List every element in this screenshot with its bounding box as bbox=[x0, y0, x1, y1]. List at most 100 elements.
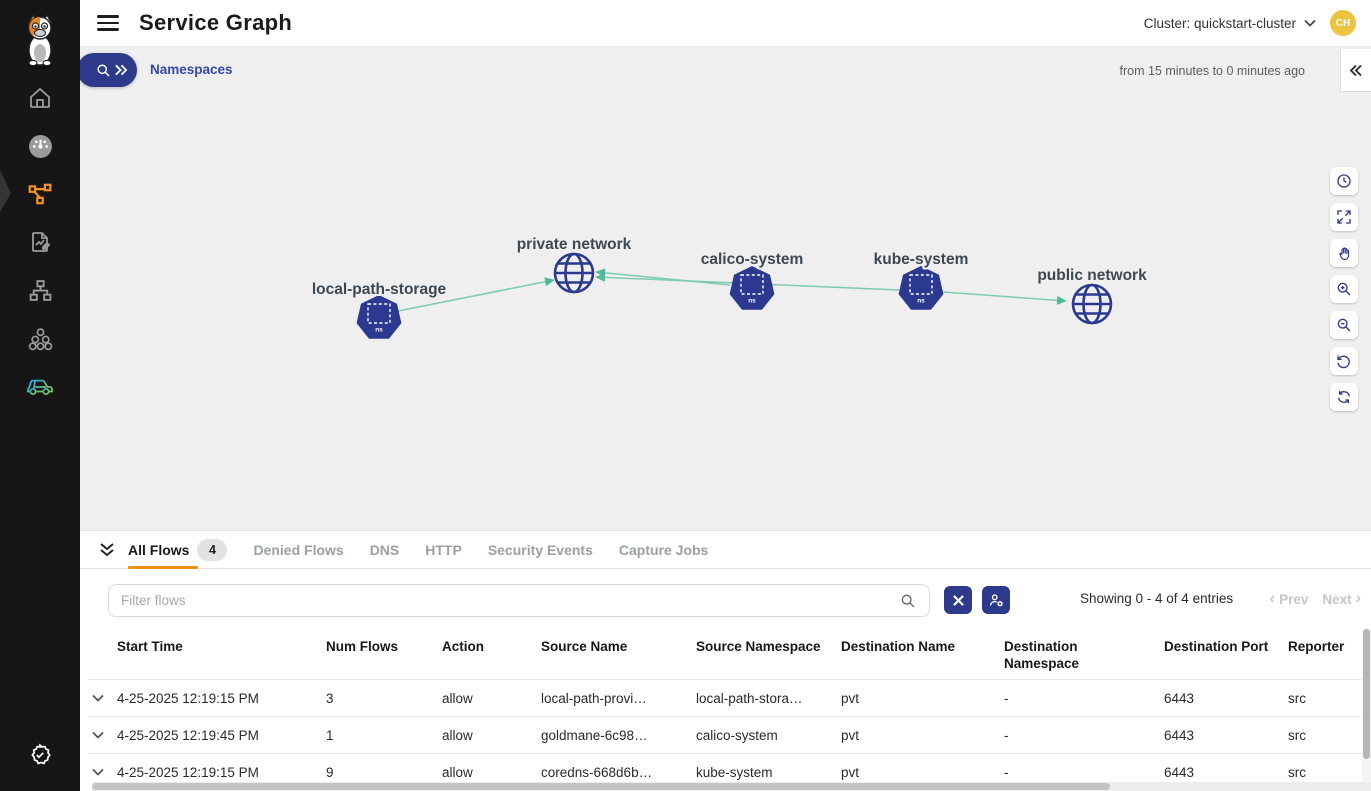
hamburger-menu-icon[interactable] bbox=[97, 15, 119, 31]
tab-capture-jobs[interactable]: Capture Jobs bbox=[611, 531, 726, 569]
cell-destination-name: pvt bbox=[841, 727, 860, 743]
col-action[interactable]: Action bbox=[442, 639, 484, 654]
graph-toolbar-bar: Namespaces from 15 minutes to 0 minutes … bbox=[77, 47, 1371, 93]
tab-http[interactable]: HTTP bbox=[417, 531, 480, 569]
node-label-private-network: private network bbox=[517, 236, 632, 253]
node-private-network[interactable] bbox=[553, 252, 595, 294]
edge-calicosystem-privatenetwork bbox=[595, 268, 731, 286]
edge-localpathstorage-privatenetwork bbox=[397, 277, 555, 312]
table-row[interactable]: 4-25-2025 12:19:15 PM 3 allow local-path… bbox=[88, 679, 1371, 716]
row-expand-button[interactable] bbox=[88, 731, 117, 739]
zoom-in-icon bbox=[1337, 282, 1351, 296]
col-destination-namespace[interactable]: Destination Namespace bbox=[1004, 639, 1080, 671]
flows-table: Start Time Num Flows Action Source Name … bbox=[80, 629, 1371, 790]
sidebar-item-home[interactable] bbox=[18, 86, 62, 110]
col-num-flows[interactable]: Num Flows bbox=[326, 639, 399, 654]
pagination: ‹ Prev Next › bbox=[1270, 591, 1361, 607]
cluster-selector-label: Cluster: quickstart-cluster bbox=[1143, 15, 1296, 31]
time-settings-button[interactable] bbox=[1330, 167, 1358, 195]
tab-label: All Flows bbox=[128, 541, 190, 558]
svg-text:ns: ns bbox=[917, 298, 925, 305]
tab-all-flows[interactable]: All Flows 4 bbox=[120, 531, 245, 569]
clear-filter-button[interactable] bbox=[944, 586, 972, 614]
cell-source-name: goldmane-6c98… bbox=[541, 727, 648, 743]
node-calico-system[interactable]: ns bbox=[729, 266, 775, 310]
top-header: Service Graph Cluster: quickstart-cluste… bbox=[80, 0, 1371, 47]
pan-button[interactable] bbox=[1330, 239, 1358, 267]
node-local-path-storage[interactable]: ns bbox=[356, 295, 402, 339]
sidebar-item-network[interactable] bbox=[18, 278, 62, 302]
tab-dns[interactable]: DNS bbox=[362, 531, 418, 569]
calico-cat-logo bbox=[19, 10, 61, 72]
graph-search-button[interactable] bbox=[77, 53, 137, 87]
col-start-time[interactable]: Start Time bbox=[117, 639, 183, 654]
cell-start-time: 4-25-2025 12:19:15 PM bbox=[117, 764, 259, 780]
cluster-selector[interactable]: Cluster: quickstart-cluster bbox=[1144, 16, 1316, 31]
sidebar-item-policies[interactable] bbox=[18, 230, 62, 254]
next-page-button[interactable]: Next › bbox=[1322, 590, 1361, 607]
tab-denied-flows[interactable]: Denied Flows bbox=[245, 531, 361, 569]
col-source-name[interactable]: Source Name bbox=[541, 639, 628, 654]
cell-destination-namespace: - bbox=[1004, 727, 1009, 743]
chevron-down-icon bbox=[91, 694, 104, 702]
cell-start-time: 4-25-2025 12:19:15 PM bbox=[117, 690, 259, 706]
horizontal-scrollbar-thumb[interactable] bbox=[92, 783, 1110, 790]
fit-screen-button[interactable] bbox=[1330, 203, 1358, 231]
tab-label: HTTP bbox=[425, 541, 462, 558]
cell-start-time: 4-25-2025 12:19:45 PM bbox=[117, 727, 259, 743]
cell-source-name: coredns-668d6b… bbox=[541, 764, 653, 780]
vertical-scrollbar[interactable] bbox=[1362, 629, 1371, 791]
home-icon bbox=[30, 87, 50, 108]
table-row[interactable]: 4-25-2025 12:19:15 PM 9 allow coredns-66… bbox=[88, 753, 1371, 790]
refresh-button[interactable] bbox=[1330, 383, 1358, 411]
node-label-calico-system: calico-system bbox=[701, 251, 804, 268]
col-destination-name[interactable]: Destination Name bbox=[841, 639, 956, 654]
table-row[interactable]: 4-25-2025 12:19:45 PM 1 allow goldmane-6… bbox=[88, 716, 1371, 753]
row-expand-button[interactable] bbox=[88, 694, 117, 702]
chevron-down-icon bbox=[91, 731, 104, 739]
cell-action: allow bbox=[442, 727, 473, 743]
horizontal-scrollbar[interactable] bbox=[92, 782, 1371, 791]
sidebar-item-service-graph[interactable] bbox=[18, 182, 62, 206]
clusters-icon bbox=[28, 327, 52, 350]
breadcrumb-namespaces[interactable]: Namespaces bbox=[150, 62, 233, 77]
svg-text:ns: ns bbox=[375, 327, 383, 334]
col-source-namespace[interactable]: Source Namespace bbox=[696, 639, 821, 654]
cell-num-flows: 1 bbox=[326, 727, 334, 743]
cell-num-flows: 9 bbox=[326, 764, 334, 780]
cell-num-flows: 3 bbox=[326, 690, 334, 706]
undo-layout-button[interactable] bbox=[1330, 347, 1358, 375]
panel-expand-button[interactable] bbox=[94, 542, 120, 557]
close-icon bbox=[952, 594, 964, 606]
graph-tools-toolbar bbox=[1330, 167, 1358, 411]
sidebar-item-dashboard[interactable] bbox=[18, 134, 62, 158]
right-panel-collapse-button[interactable] bbox=[1340, 49, 1371, 92]
filter-flows-input[interactable] bbox=[108, 584, 930, 617]
vertical-scrollbar-thumb[interactable] bbox=[1363, 629, 1370, 759]
zoom-out-button[interactable] bbox=[1330, 311, 1358, 339]
service-graph-canvas[interactable]: ns local-path-storage private network ns… bbox=[80, 93, 1371, 530]
chevron-down-icon bbox=[91, 768, 104, 776]
row-expand-button[interactable] bbox=[88, 768, 117, 776]
col-reporter[interactable]: Reporter bbox=[1288, 639, 1345, 654]
avatar[interactable]: CH bbox=[1330, 10, 1356, 36]
sidebar-item-certificate[interactable] bbox=[18, 743, 62, 767]
sidebar-item-clusters[interactable] bbox=[18, 326, 62, 350]
cell-destination-name: pvt bbox=[841, 764, 860, 780]
gauge-icon bbox=[28, 134, 52, 158]
prev-page-button[interactable]: ‹ Prev bbox=[1269, 590, 1309, 607]
chevron-down-icon bbox=[1304, 19, 1316, 27]
zoom-in-button[interactable] bbox=[1330, 275, 1358, 303]
cell-destination-namespace: - bbox=[1004, 690, 1009, 706]
cell-destination-name: pvt bbox=[841, 690, 860, 706]
sidebar-item-calico-cloud[interactable] bbox=[18, 374, 62, 398]
node-public-network[interactable] bbox=[1071, 283, 1113, 325]
cell-source-namespace: kube-system bbox=[696, 764, 773, 780]
clock-icon bbox=[1337, 174, 1351, 188]
node-kube-system[interactable]: ns bbox=[898, 266, 944, 310]
car-icon bbox=[27, 379, 53, 395]
col-destination-port[interactable]: Destination Port bbox=[1164, 639, 1269, 654]
column-settings-button[interactable] bbox=[982, 586, 1010, 614]
tab-security-events[interactable]: Security Events bbox=[480, 531, 611, 569]
